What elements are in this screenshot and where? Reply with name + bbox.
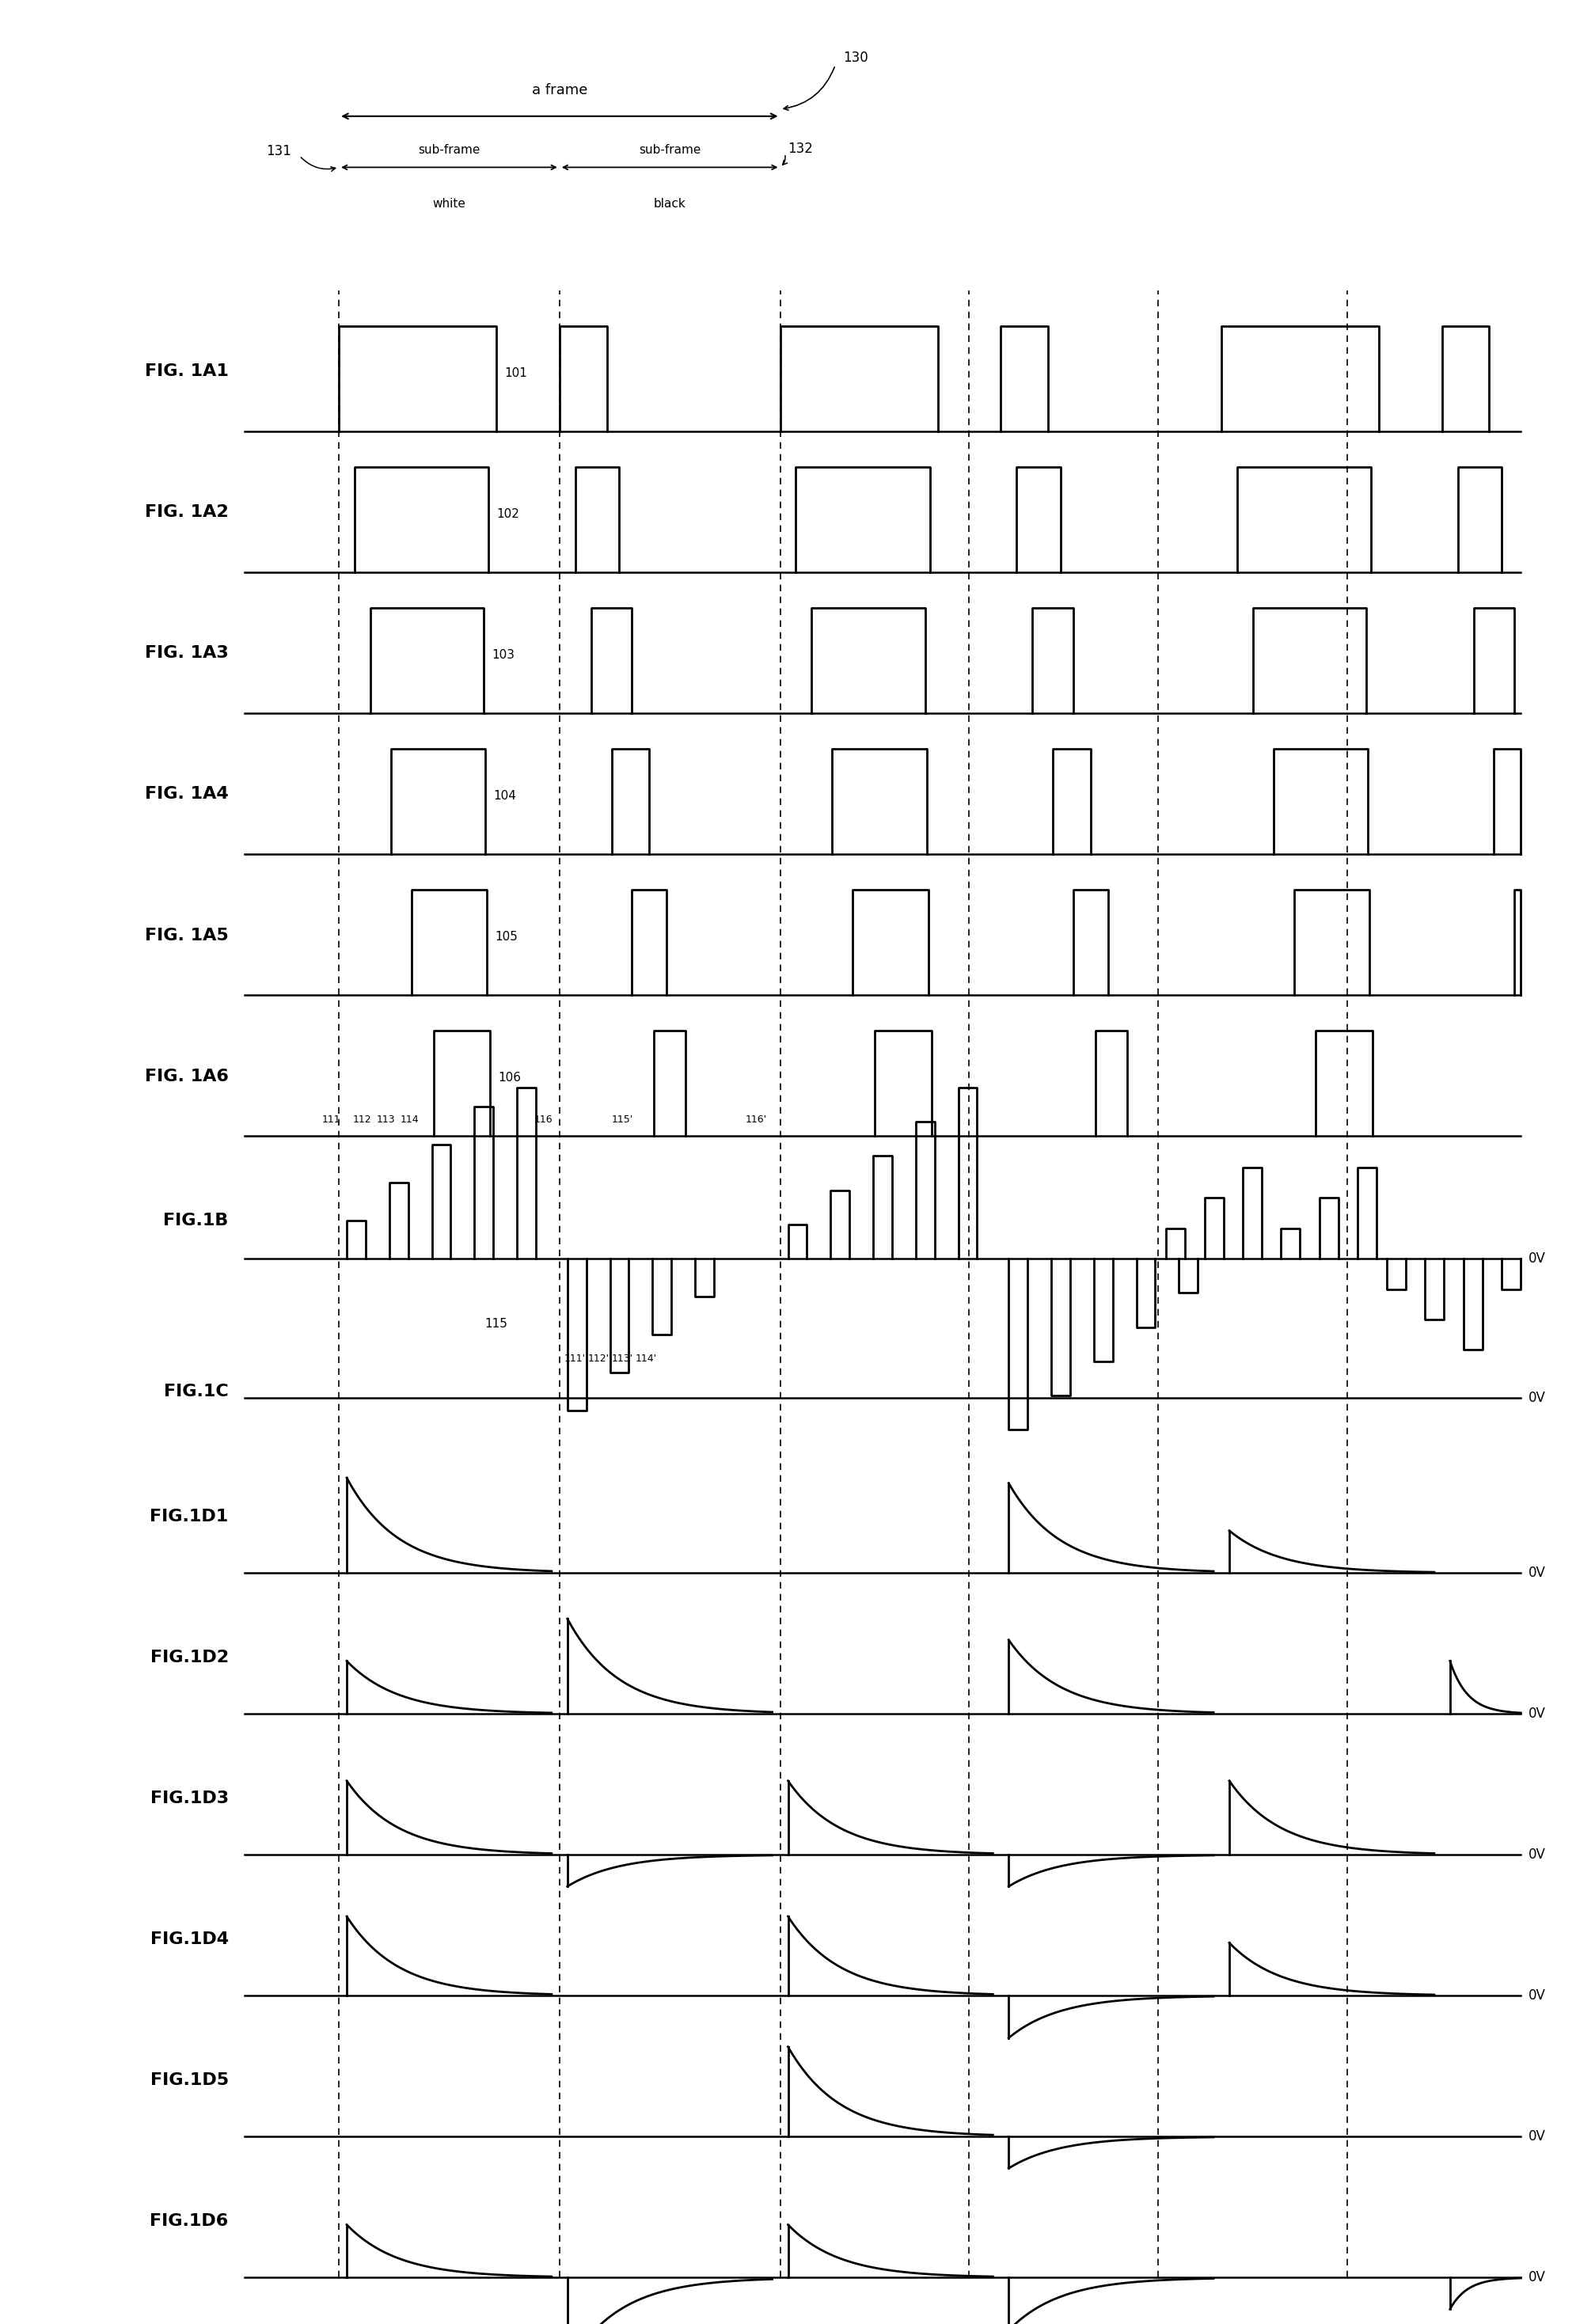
Text: 0V: 0V (1529, 1989, 1546, 2003)
Text: FIG. 1A2: FIG. 1A2 (145, 504, 229, 521)
Text: 115: 115 (485, 1318, 507, 1329)
Text: FIG.1D5: FIG.1D5 (150, 2073, 229, 2089)
Text: 114': 114' (635, 1355, 657, 1364)
Text: 131: 131 (266, 144, 292, 158)
Text: FIG. 1A5: FIG. 1A5 (145, 927, 229, 944)
Text: 104: 104 (493, 790, 517, 802)
Text: 0V: 0V (1529, 1253, 1546, 1267)
Text: 115': 115' (611, 1113, 634, 1125)
Text: black: black (654, 198, 686, 209)
Text: 106: 106 (498, 1071, 522, 1083)
Text: 111: 111 (322, 1113, 340, 1125)
Text: FIG.1C: FIG.1C (164, 1383, 229, 1399)
Text: 105: 105 (495, 932, 519, 944)
Text: FIG.1D1: FIG.1D1 (150, 1508, 229, 1525)
Text: FIG.1D6: FIG.1D6 (150, 2212, 229, 2229)
Text: 0V: 0V (1529, 1848, 1546, 1862)
Text: 111': 111' (564, 1355, 586, 1364)
Text: 113: 113 (377, 1113, 396, 1125)
Text: 114: 114 (400, 1113, 419, 1125)
Text: FIG. 1A6: FIG. 1A6 (145, 1069, 229, 1083)
Text: white: white (432, 198, 466, 209)
Text: 0V: 0V (1529, 2129, 1546, 2143)
Text: FIG.1D4: FIG.1D4 (150, 1931, 229, 1948)
Text: FIG.1D3: FIG.1D3 (150, 1789, 229, 1806)
Text: 102: 102 (496, 509, 520, 521)
Text: 113': 113' (611, 1355, 634, 1364)
Text: FIG. 1A3: FIG. 1A3 (145, 646, 229, 662)
Text: sub-frame: sub-frame (638, 144, 701, 156)
Text: 112': 112' (588, 1355, 610, 1364)
Text: a frame: a frame (531, 84, 588, 98)
Text: FIG.1B: FIG.1B (164, 1213, 229, 1229)
Text: sub-frame: sub-frame (418, 144, 481, 156)
Text: 101: 101 (504, 367, 528, 379)
Text: 0V: 0V (1529, 1566, 1546, 1580)
Text: FIG. 1A4: FIG. 1A4 (145, 786, 229, 802)
Text: 130: 130 (843, 51, 868, 65)
Text: 112: 112 (353, 1113, 372, 1125)
Text: FIG.1D2: FIG.1D2 (150, 1650, 229, 1666)
Text: 116': 116' (745, 1113, 768, 1125)
Text: FIG. 1A1: FIG. 1A1 (145, 363, 229, 379)
Text: 0V: 0V (1529, 2271, 1546, 2284)
Text: 0V: 0V (1529, 1706, 1546, 1722)
Text: 116: 116 (534, 1113, 553, 1125)
Text: 103: 103 (492, 648, 515, 660)
Text: 0V: 0V (1529, 1392, 1546, 1406)
Text: 132: 132 (788, 142, 813, 156)
